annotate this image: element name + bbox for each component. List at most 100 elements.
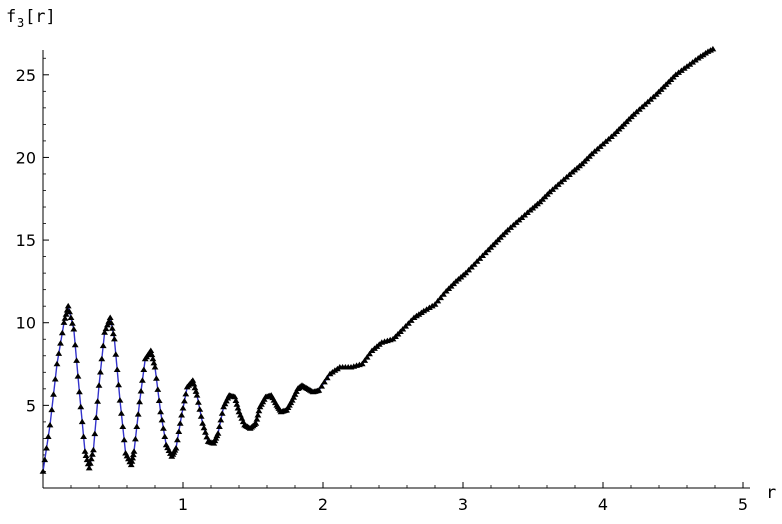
data-point-marker bbox=[61, 315, 69, 321]
data-point-marker bbox=[399, 326, 407, 332]
data-point-marker bbox=[155, 397, 163, 403]
data-point-marker bbox=[423, 306, 430, 312]
data-point-marker bbox=[231, 393, 239, 400]
series-markers bbox=[39, 45, 717, 474]
data-point-marker bbox=[290, 394, 297, 400]
data-point-marker bbox=[288, 397, 296, 403]
x-tick-label: 2 bbox=[318, 495, 328, 514]
data-point-marker bbox=[172, 445, 180, 451]
data-point-marker bbox=[81, 448, 89, 454]
data-point-marker bbox=[80, 433, 87, 439]
data-point-marker bbox=[148, 351, 156, 358]
data-point-marker bbox=[94, 398, 101, 404]
data-point-marker bbox=[95, 382, 103, 388]
data-point-marker bbox=[118, 410, 125, 416]
data-point-marker bbox=[217, 416, 225, 423]
data-point-marker bbox=[97, 369, 104, 375]
data-point-marker bbox=[462, 269, 470, 276]
data-point-marker bbox=[137, 388, 145, 394]
data-point-marker bbox=[85, 464, 93, 471]
data-point-marker bbox=[48, 406, 56, 413]
data-point-marker bbox=[98, 355, 106, 362]
data-point-marker bbox=[315, 387, 323, 393]
data-point-marker bbox=[119, 423, 127, 429]
y-tick-label: 15 bbox=[16, 231, 36, 250]
data-point-marker bbox=[128, 458, 136, 464]
data-point-marker bbox=[197, 413, 205, 419]
data-point-marker bbox=[193, 392, 201, 398]
data-point-marker bbox=[86, 460, 94, 466]
data-point-marker bbox=[440, 291, 447, 297]
data-point-marker bbox=[255, 407, 263, 414]
data-point-marker bbox=[109, 330, 117, 337]
data-point-marker bbox=[192, 388, 200, 394]
x-tick-label: 5 bbox=[738, 495, 748, 514]
data-point-marker bbox=[66, 308, 73, 315]
data-point-marker bbox=[157, 408, 164, 415]
data-point-marker bbox=[116, 397, 124, 403]
data-point-marker bbox=[473, 258, 481, 264]
data-point-marker bbox=[233, 401, 241, 407]
data-point-marker bbox=[232, 397, 240, 403]
data-point-marker bbox=[196, 406, 204, 412]
data-point-marker bbox=[92, 414, 100, 420]
data-point-marker bbox=[216, 423, 223, 429]
data-point-marker bbox=[91, 430, 99, 437]
x-axis-label: r bbox=[766, 483, 776, 503]
data-point-marker bbox=[158, 416, 166, 423]
data-point-marker bbox=[420, 307, 428, 314]
data-point-marker bbox=[58, 329, 66, 336]
data-point-marker bbox=[102, 325, 110, 332]
data-point-marker bbox=[323, 374, 331, 381]
data-point-marker bbox=[108, 325, 116, 331]
data-point-marker bbox=[149, 355, 157, 362]
data-point-marker bbox=[50, 391, 57, 397]
data-point-marker bbox=[41, 456, 49, 463]
data-point-marker bbox=[78, 418, 86, 425]
data-point-marker bbox=[73, 357, 80, 363]
data-point-marker bbox=[111, 335, 118, 342]
data-point-marker bbox=[44, 433, 52, 439]
data-point-marker bbox=[139, 377, 146, 383]
data-point-marker bbox=[71, 341, 79, 348]
data-point-marker bbox=[220, 403, 227, 410]
data-point-marker bbox=[234, 405, 242, 411]
data-point-marker bbox=[151, 364, 159, 370]
y-tick-label: 5 bbox=[26, 396, 36, 415]
data-point-marker bbox=[402, 323, 409, 329]
data-point-marker bbox=[428, 302, 436, 309]
data-point-marker bbox=[82, 452, 90, 458]
data-point-marker bbox=[178, 412, 185, 418]
data-point-marker bbox=[199, 420, 206, 426]
data-point-marker bbox=[132, 435, 139, 442]
data-point-marker bbox=[470, 261, 478, 267]
data-point-marker bbox=[482, 249, 489, 256]
data-point-marker bbox=[179, 405, 187, 411]
data-point-marker bbox=[407, 317, 415, 323]
y-tick-label: 20 bbox=[16, 148, 36, 167]
data-point-marker bbox=[129, 451, 137, 458]
x-tick-label: 1 bbox=[178, 495, 188, 514]
data-point-marker bbox=[64, 302, 72, 309]
data-point-marker bbox=[57, 340, 64, 346]
data-point-marker bbox=[426, 304, 433, 310]
data-point-marker bbox=[252, 420, 260, 426]
data-point-marker bbox=[76, 388, 83, 395]
data-point-marker bbox=[107, 319, 115, 326]
data-point-marker bbox=[130, 448, 138, 454]
data-point-marker bbox=[200, 424, 208, 431]
data-point-marker bbox=[293, 388, 300, 394]
data-point-marker bbox=[39, 468, 47, 474]
series-layer bbox=[39, 45, 717, 474]
axes: 1 2 3 4 5 5 10 15 20 25 bbox=[16, 50, 750, 514]
data-point-marker bbox=[176, 420, 184, 426]
data-point-marker bbox=[69, 320, 76, 326]
data-point-marker bbox=[468, 264, 475, 270]
data-point-marker bbox=[181, 397, 188, 404]
data-point-marker bbox=[101, 329, 108, 335]
data-point-marker bbox=[465, 266, 472, 273]
data-point-marker bbox=[191, 384, 199, 391]
data-point-marker bbox=[476, 255, 484, 261]
data-point-marker bbox=[120, 436, 128, 443]
